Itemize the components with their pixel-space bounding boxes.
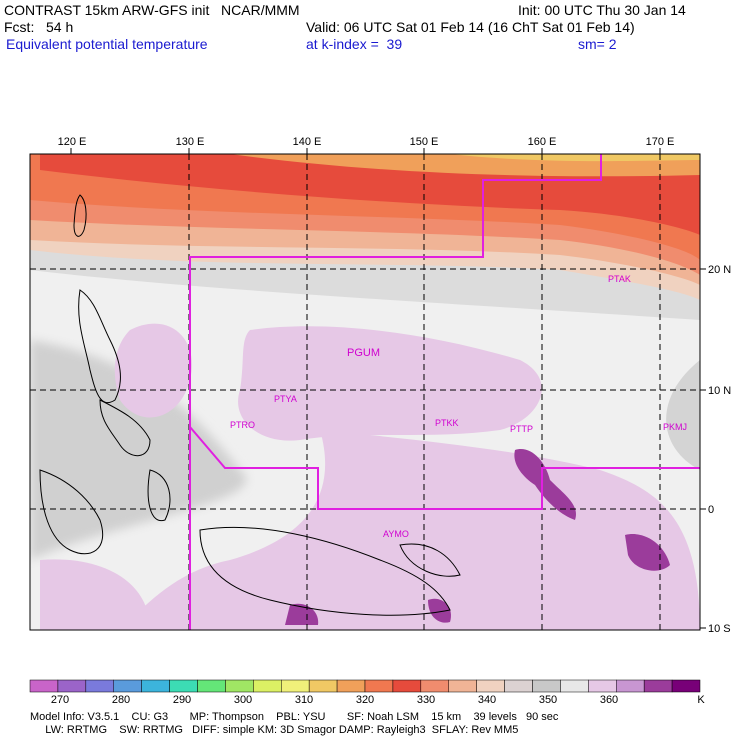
colorbar-swatch [225, 679, 254, 693]
colorbar-label-300: 300 [233, 694, 253, 706]
colorbar [29, 679, 701, 693]
model-info-line1: Model Info: V3.5.1 CU: G3 MP: Thompson P… [30, 711, 559, 723]
field-name: Equivalent potential temperature [6, 36, 208, 52]
colorbar-swatch [57, 679, 87, 693]
colorbar-swatch [448, 679, 477, 693]
station-ptya: PTYA [274, 394, 297, 404]
lon-label-150e: 150 E [410, 136, 439, 148]
colorbar-label-310: 310 [294, 694, 314, 706]
lon-label-170e: 170 E [646, 136, 675, 148]
colorbar-label-290: 290 [172, 694, 192, 706]
colorbar-swatch [643, 679, 673, 693]
station-ptkk: PTKK [435, 418, 459, 428]
colorbar-swatch [169, 679, 198, 693]
colorbar-swatch [671, 679, 701, 693]
valid-time: Valid: 06 UTC Sat 01 Feb 14 (16 ChT Sat … [306, 19, 635, 35]
station-pgum: PGUM [347, 347, 380, 359]
coastlines [39, 194, 461, 616]
station-pttp: PTTP [510, 424, 533, 434]
region-boundary [189, 154, 700, 630]
colorbar-swatch [392, 679, 422, 693]
lon-label-120e: 120 E [58, 136, 87, 148]
model-info-line2: LW: RRTMG SW: RRTMG DIFF: simple KM: 3D … [30, 724, 519, 736]
colorbar-swatch [113, 679, 142, 693]
colorbar-swatch [253, 679, 282, 693]
colorbar-swatch [85, 679, 115, 693]
colorbar-swatch [616, 679, 645, 693]
colorbar-label-330: 330 [416, 694, 436, 706]
colorbar-swatch [308, 679, 338, 693]
lat-label-10n: 10 N [708, 385, 731, 397]
station-pkmj: PKMJ [663, 422, 687, 432]
colorbar-label-320: 320 [355, 694, 375, 706]
colorbar-swatch [281, 679, 310, 693]
colorbar-label-270: 270 [50, 694, 70, 706]
station-ptro: PTRO [230, 420, 255, 430]
station-aymo: AYMO [383, 529, 409, 539]
colorbar-swatch [197, 679, 226, 693]
colorbar-swatch [364, 679, 394, 693]
lon-label-160e: 160 E [528, 136, 557, 148]
lon-label-140e: 140 E [293, 136, 322, 148]
smoothing-info: sm= 2 [578, 36, 617, 52]
colorbar-swatch [476, 679, 505, 693]
colorbar-swatch [29, 679, 59, 693]
colorbar-label-280: 280 [111, 694, 131, 706]
colorbar-swatch [504, 679, 533, 693]
colorbar-swatch [336, 679, 366, 693]
forecast-hour: Fcst: 54 h [4, 19, 74, 35]
lat-label-20n: 20 N [708, 264, 731, 276]
colorbar-swatch [141, 679, 170, 693]
lat-label-10s: 10 S [708, 623, 731, 635]
colorbar-swatch [560, 679, 589, 693]
colorbar-label-340: 340 [477, 694, 497, 706]
colorbar-label-360: 360 [599, 694, 619, 706]
colorbar-unit-k: K [697, 694, 705, 706]
colorbar-swatch [532, 679, 561, 693]
map-frame [29, 153, 701, 631]
station-ptak: PTAK [608, 274, 631, 284]
theta-e-field [30, 154, 700, 630]
level-info: at k-index = 39 [306, 36, 403, 52]
axis-ticks [70, 148, 706, 629]
colorbar-swatch [588, 679, 617, 693]
lat-label-0: 0 [708, 504, 714, 516]
colorbar-swatch [420, 679, 450, 693]
init-time: Init: 00 UTC Thu 30 Jan 14 [518, 2, 686, 18]
lon-label-130e: 130 E [176, 136, 205, 148]
colorbar-label-350: 350 [538, 694, 558, 706]
model-title: CONTRAST 15km ARW-GFS init NCAR/MMM [4, 2, 300, 18]
